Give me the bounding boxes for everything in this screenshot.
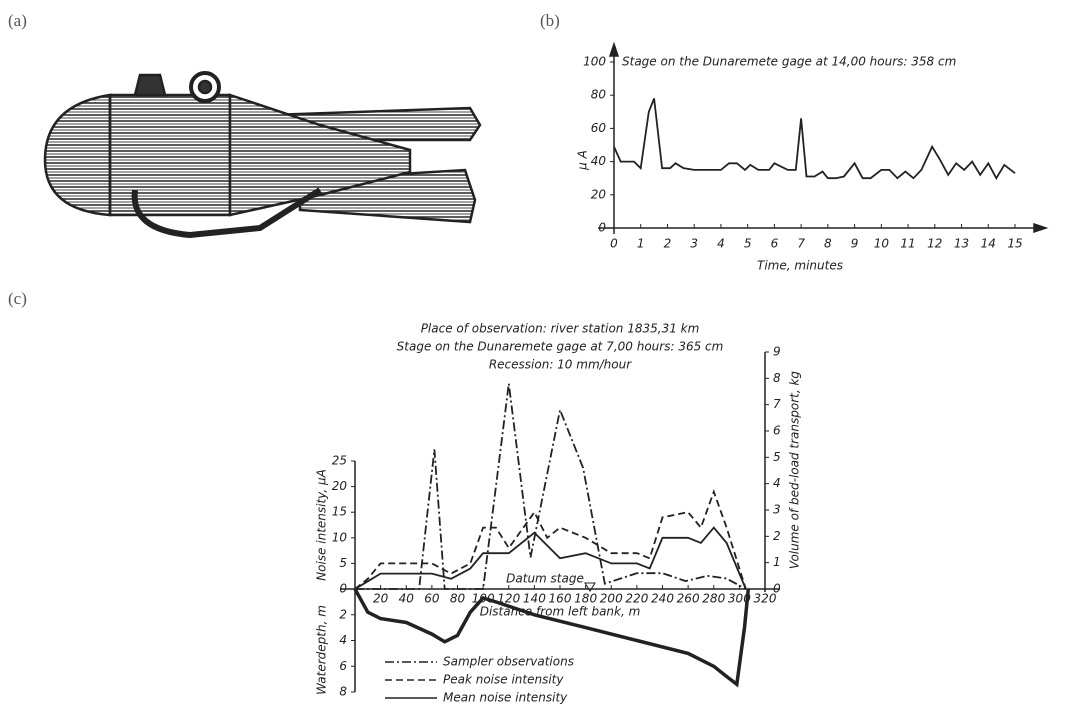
y2-axis-label: Volume of bed-load transport, kg — [788, 371, 802, 569]
x-axis-label: Distance from left bank, m — [480, 605, 641, 619]
x-tick-label: 60 — [424, 592, 440, 606]
annotation: Datum stage — [506, 572, 584, 586]
x-tick-label: 12 — [927, 237, 942, 251]
x-tick-label: 3 — [690, 237, 698, 251]
y-tick-label: 0 — [339, 582, 347, 596]
y2-tick-label: 3 — [773, 503, 781, 517]
panel-label: (b) — [540, 11, 560, 30]
y2-tick-label: 4 — [773, 476, 781, 490]
chart-title: Place of observation: river station 1835… — [421, 322, 700, 336]
x-tick-label: 1 — [637, 237, 645, 251]
y-tick-label: 4 — [339, 633, 347, 647]
x-tick-label: 140 — [523, 592, 546, 606]
x-tick-label: 5 — [744, 237, 752, 251]
y-tick-label: 15 — [332, 505, 347, 519]
x-tick-label: 8 — [824, 237, 832, 251]
y-tick-label: 8 — [339, 685, 347, 699]
x-tick-label: 180 — [574, 592, 597, 606]
legend-label: Sampler observations — [443, 655, 574, 669]
y2-tick-label: 8 — [773, 371, 781, 385]
y-tick-label: 6 — [339, 659, 347, 673]
y2-tick-label: 0 — [773, 582, 781, 596]
y-tick-label: 5 — [339, 556, 347, 570]
y-axis-label: Noise intensity, μA — [315, 469, 329, 581]
chart-b-axes — [598, 41, 1049, 234]
panel-label: (a) — [8, 11, 27, 30]
x-tick-label: 80 — [450, 592, 466, 606]
x-tick-label: 14 — [981, 237, 996, 251]
x-tick-label: 10 — [874, 237, 890, 251]
y2-tick-label: 9 — [773, 345, 781, 359]
data-line — [354, 489, 747, 590]
y2-tick-label: 5 — [773, 450, 781, 464]
x-tick-label: 13 — [954, 237, 969, 251]
x-tick-label: 200 — [600, 592, 623, 606]
data-line — [355, 383, 747, 590]
y-tick-label: 10 — [332, 530, 348, 544]
y-tick-label: 100 — [583, 55, 606, 69]
y-tick-label: 20 — [591, 187, 607, 201]
x-tick-label: 0 — [610, 237, 618, 251]
chart-title: Recession: 10 mm/hour — [489, 358, 632, 372]
legend-label: Mean noise intensity — [443, 691, 568, 705]
x-tick-label: 320 — [754, 592, 777, 606]
x-tick-label: 120 — [497, 592, 520, 606]
x-tick-label: 6 — [771, 237, 779, 251]
x-tick-label: 15 — [1007, 237, 1022, 251]
y-axis-label: Waterdepth, m — [315, 605, 329, 695]
x-axis-label: Time, minutes — [757, 259, 843, 273]
chart-title: Stage on the Dunaremete gage at 14,00 ho… — [622, 55, 956, 69]
y-tick-label: 25 — [332, 454, 347, 468]
x-tick-label: 280 — [702, 592, 725, 606]
y-tick-label: 20 — [332, 479, 348, 493]
x-tick-label: 20 — [373, 592, 389, 606]
x-tick-label: 260 — [677, 592, 700, 606]
y2-tick-label: 2 — [773, 529, 781, 543]
x-tick-label: 4 — [717, 237, 725, 251]
data-line — [353, 588, 751, 688]
y-tick-label: 40 — [591, 154, 607, 168]
sampler-drawing — [43, 71, 482, 239]
y-tick-label: 2 — [339, 607, 347, 621]
y-tick-label: 60 — [591, 121, 607, 135]
x-tick-label: 2 — [664, 237, 672, 251]
x-tick-label: 220 — [625, 592, 648, 606]
chart-c-axes — [340, 352, 780, 692]
panel-label: (c) — [8, 289, 27, 308]
x-tick-label: 9 — [851, 237, 859, 251]
data-line — [354, 526, 747, 590]
y-axis-label: μ A — [576, 150, 590, 171]
chart-title: Stage on the Dunaremete gage at 7,00 hou… — [397, 340, 724, 354]
x-tick-label: 40 — [399, 592, 415, 606]
x-tick-label: 240 — [651, 592, 674, 606]
legend-label: Peak noise intensity — [443, 673, 564, 687]
y2-tick-label: 1 — [773, 555, 781, 569]
y-tick-label: 80 — [591, 88, 607, 102]
y2-tick-label: 6 — [773, 424, 781, 438]
data-line — [613, 98, 1016, 181]
y2-tick-label: 7 — [773, 397, 781, 411]
x-tick-label: 11 — [900, 237, 915, 251]
x-tick-label: 160 — [549, 592, 572, 606]
x-tick-label: 7 — [797, 237, 805, 251]
y-tick-label: 0 — [598, 221, 606, 235]
